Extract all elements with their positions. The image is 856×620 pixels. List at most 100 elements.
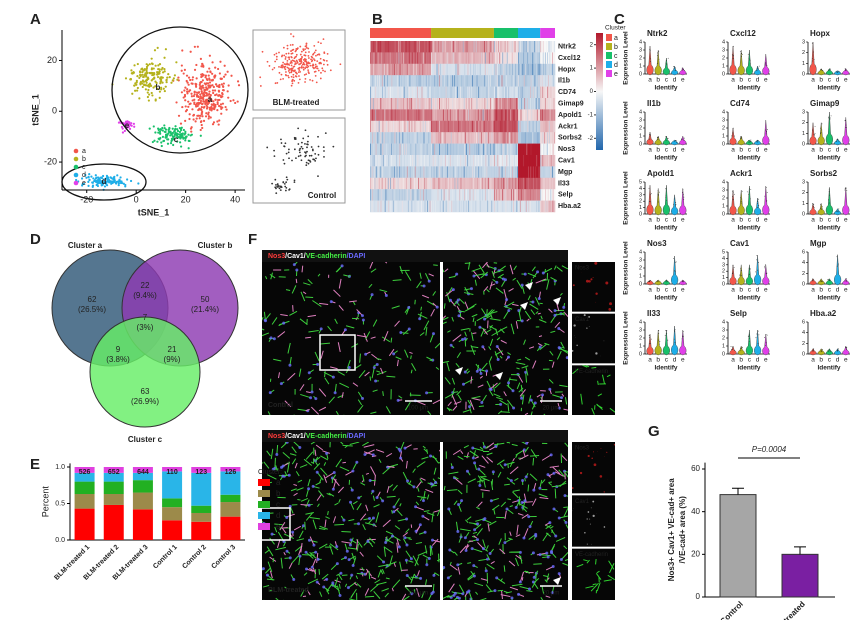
signal (373, 504, 380, 508)
cell-dot (168, 76, 171, 79)
cell-dot (153, 77, 156, 80)
cell-dot (813, 207, 815, 208)
cell-dot (91, 181, 94, 184)
heatmap-texture (377, 200, 379, 212)
heatmap-texture (408, 41, 410, 53)
heatmap-texture (527, 52, 529, 64)
cell-dot (283, 65, 285, 68)
violin (842, 278, 850, 286)
signal (287, 473, 291, 477)
cell-dot (657, 55, 658, 56)
heatmap-texture (394, 75, 396, 87)
heatmap-texture (478, 166, 480, 178)
cell-dot (812, 204, 814, 206)
cell-dot (159, 128, 163, 131)
signal (481, 345, 485, 349)
heatmap-texture (478, 75, 480, 87)
signal (360, 314, 364, 318)
cell-dot (284, 73, 287, 76)
signal (445, 289, 454, 297)
cell-dot (164, 128, 168, 131)
heatmap-texture (433, 98, 435, 110)
signal (372, 366, 376, 370)
heatmap-texture (396, 177, 398, 190)
heatmap-texture (529, 132, 531, 144)
signal (585, 279, 589, 283)
heatmap-cell (431, 86, 495, 99)
signal (503, 391, 507, 397)
cell-dot (283, 183, 286, 185)
signal (487, 311, 498, 315)
signal (339, 571, 343, 575)
cell-dot (765, 273, 767, 274)
x-tick-label: b (739, 287, 743, 294)
cell-dot (765, 186, 767, 188)
cell-dot (302, 137, 305, 140)
heatmap-texture (524, 166, 526, 178)
heatmap-texture (480, 143, 482, 155)
cluster-label: e (125, 121, 130, 130)
heatmap-texture (506, 63, 508, 76)
heatmap-texture (463, 86, 465, 98)
heatmap-texture (393, 155, 395, 167)
cell-dot (750, 141, 752, 143)
signal (305, 296, 314, 298)
signal (504, 510, 507, 520)
stain-label: Nos3/Cav1/VE-cadherin/DAPI (268, 253, 365, 260)
cell-dot (298, 58, 301, 61)
cell-dot (838, 208, 840, 210)
cell-dot (199, 85, 202, 88)
signal (374, 579, 381, 584)
heatmap-texture (425, 189, 427, 201)
signal (434, 342, 440, 349)
cell-dot (216, 109, 219, 112)
signal (526, 442, 530, 444)
cell-dot (285, 186, 288, 189)
y-tick-label: 0 (639, 281, 642, 287)
x-tick-label: b (819, 147, 823, 154)
region-count: 9 (116, 345, 121, 354)
heatmap-texture (385, 132, 387, 144)
cell-dot (765, 342, 767, 344)
heatmap-texture (499, 120, 501, 133)
signal (418, 317, 422, 321)
heatmap-texture (436, 132, 438, 144)
signal (496, 337, 501, 341)
signal (460, 499, 464, 503)
heatmap-texture (492, 41, 494, 53)
cell-dot (749, 188, 750, 190)
cell-dot (755, 271, 757, 273)
heatmap-texture (459, 86, 461, 98)
signal (539, 554, 551, 557)
cell-dot (276, 183, 279, 185)
heatmap-texture (386, 98, 388, 110)
signal (362, 442, 370, 447)
signal (544, 579, 548, 583)
signal (312, 519, 317, 530)
cell-dot (292, 48, 295, 51)
violin (654, 188, 662, 216)
signal (496, 357, 500, 361)
cell-dot (845, 69, 846, 71)
heatmap-texture (447, 177, 449, 190)
heatmap-texture (392, 200, 394, 212)
cell-dot (764, 195, 766, 197)
x-tick-label: c (828, 217, 832, 224)
cell-dot (757, 200, 758, 202)
heatmap-texture (423, 63, 425, 76)
signal (499, 355, 503, 359)
signal (510, 596, 514, 600)
heatmap-texture (370, 109, 371, 121)
signal (341, 530, 351, 533)
signal (608, 308, 612, 311)
signal (262, 317, 264, 321)
cell-dot (682, 336, 684, 337)
y-tick-label: 0 (722, 281, 725, 287)
heatmap-cell (370, 143, 432, 156)
signal (328, 396, 335, 404)
signal (551, 543, 556, 551)
heatmap-texture (455, 166, 457, 178)
cell-dot (155, 81, 158, 85)
cell-dot (88, 178, 91, 182)
signal (540, 393, 544, 397)
